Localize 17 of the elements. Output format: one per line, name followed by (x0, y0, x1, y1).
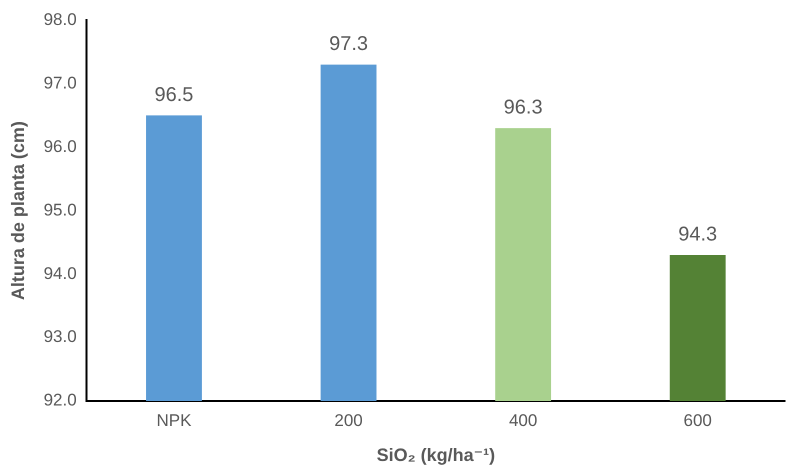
data-label: 96.5 (154, 84, 194, 106)
y-tick-label: 98.0 (44, 10, 77, 29)
y-tick-label: 93.0 (44, 327, 77, 346)
x-tick-label: 200 (334, 410, 363, 430)
data-label: 96.3 (504, 96, 543, 119)
y-tick-label: 95.0 (44, 200, 77, 220)
y-tick-label: 92.0 (44, 390, 77, 410)
x-axis-title: SiO₂ (kg/ha⁻¹) (376, 445, 496, 466)
x-tick-label: NPK (156, 410, 192, 430)
x-tick-label: 400 (508, 410, 538, 430)
y-tick-label: 97.0 (44, 73, 77, 92)
y-tick-label: 96.0 (44, 136, 77, 156)
x-tick-label: 600 (684, 410, 712, 430)
y-axis-title: Altura de planta (cm) (8, 121, 28, 300)
data-label: 97.3 (329, 33, 368, 56)
y-tick-label: 94.0 (44, 264, 77, 283)
data-label: 94.3 (678, 224, 718, 246)
